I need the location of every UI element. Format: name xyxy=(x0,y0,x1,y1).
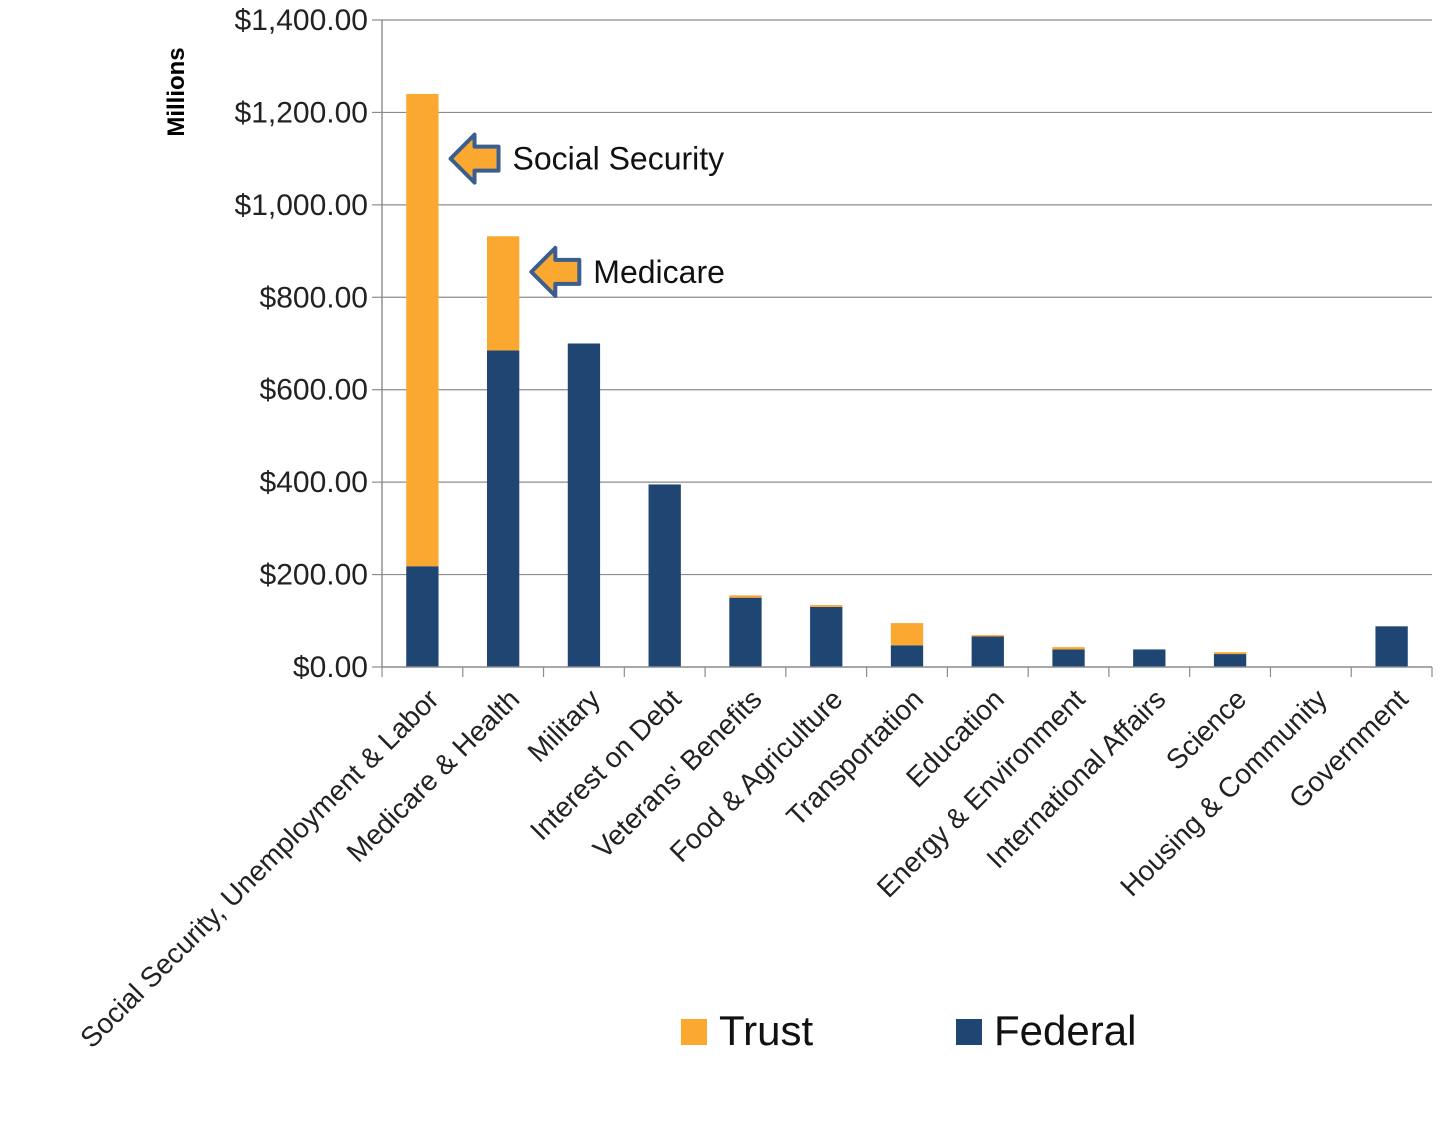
bar-federal xyxy=(890,645,924,667)
y-tick-label: $400.00 xyxy=(260,466,368,499)
gridlines xyxy=(372,19,1432,668)
x-tick-label: Social Security, Unemployment & Labor xyxy=(74,683,444,1053)
legend-label: Federal xyxy=(994,1007,1136,1054)
y-tick-label: $1,200.00 xyxy=(235,96,368,129)
y-tick-label: $0.00 xyxy=(293,651,368,684)
bar-federal xyxy=(567,343,601,667)
bar-federal xyxy=(1213,654,1247,667)
bar-federal xyxy=(487,350,520,667)
bar-federal xyxy=(729,597,762,667)
y-tick-labels: $0.00 $200.00 $400.00 $600.00 $800.00 $1,000.… xyxy=(235,4,368,684)
arrow-left-icon xyxy=(529,245,582,298)
legend-swatch xyxy=(681,1019,707,1045)
legend: Trust Federal xyxy=(681,1007,1136,1054)
bar-federal xyxy=(1375,626,1408,667)
axes xyxy=(381,20,1433,677)
bar-trust xyxy=(729,595,762,598)
bar-federal xyxy=(1133,649,1166,667)
bars xyxy=(406,93,1408,667)
arrow-left-icon xyxy=(448,132,501,185)
annotation-label: Social Security xyxy=(513,141,725,177)
bar-trust xyxy=(1052,647,1085,650)
bar-trust xyxy=(890,623,924,646)
annotation-label: Medicare xyxy=(593,254,725,290)
bar-trust xyxy=(406,93,439,567)
y-tick-label: $1,000.00 xyxy=(235,189,368,222)
x-tick-label: Transportation xyxy=(780,683,929,832)
y-tick-label: $1,400.00 xyxy=(235,4,368,37)
bar-trust xyxy=(487,236,520,351)
bar-federal xyxy=(810,606,843,667)
annotations: Social Security Medicare xyxy=(448,132,725,298)
legend-label: Trust xyxy=(719,1007,813,1054)
bar-federal xyxy=(1052,649,1085,667)
y-tick-label: $600.00 xyxy=(260,374,368,407)
bar-trust xyxy=(971,635,1004,637)
bar-federal xyxy=(406,566,439,667)
y-axis-title: Millions xyxy=(163,47,190,136)
x-tick-labels: Social Security, Unemployment & LaborMed… xyxy=(74,683,1414,1054)
y-tick-label: $800.00 xyxy=(260,281,368,314)
y-tick-label: $200.00 xyxy=(260,559,368,592)
legend-swatch xyxy=(956,1019,982,1045)
bar-trust xyxy=(1213,652,1247,655)
bar-federal xyxy=(971,636,1004,667)
bar-trust xyxy=(810,605,843,607)
x-tick-label: Interest on Debt xyxy=(524,683,687,846)
bar-federal xyxy=(648,484,681,667)
